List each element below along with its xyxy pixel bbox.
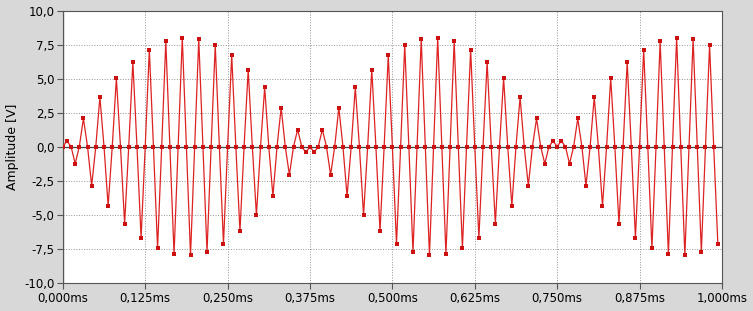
Y-axis label: Amplitude [V]: Amplitude [V]: [5, 104, 19, 190]
